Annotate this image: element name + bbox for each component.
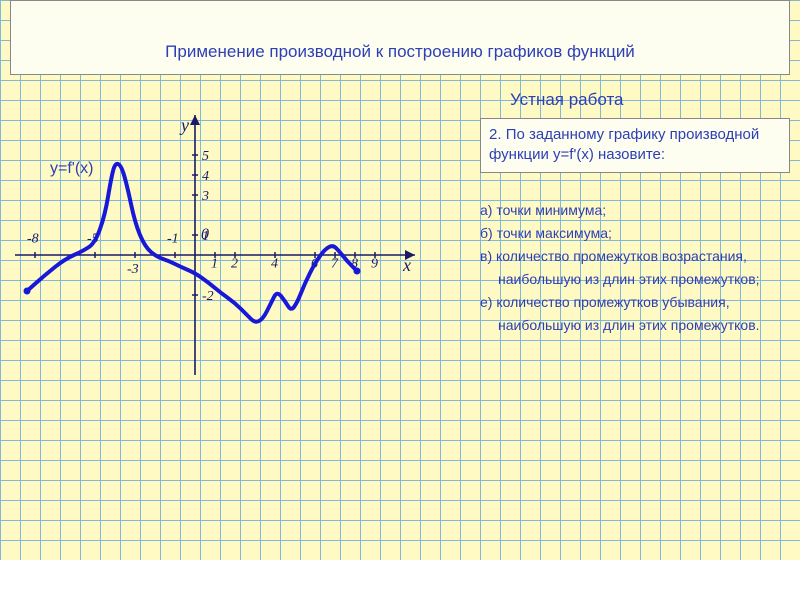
svg-text:-3: -3 [127, 262, 139, 277]
svg-text:x: x [402, 255, 411, 275]
oral-work-label: Устная работа [510, 90, 624, 110]
svg-text:4: 4 [271, 257, 278, 272]
question-text: По заданному графику производной функции… [489, 126, 759, 163]
question-panel: 2. По заданному графику производной функ… [480, 118, 790, 173]
svg-text:7: 7 [331, 257, 339, 272]
svg-text:5: 5 [202, 149, 209, 164]
svg-text:y: y [179, 115, 189, 135]
answer-item: б) точки максимума; [480, 223, 800, 244]
answer-item: е) количество промежутков убывания, [480, 292, 800, 313]
svg-text:2: 2 [231, 257, 238, 272]
svg-text:4: 4 [202, 169, 209, 184]
answer-item-continuation: наибольшую из длин этих промежутков; [480, 269, 800, 290]
svg-text:-2: -2 [202, 289, 214, 304]
answer-item-continuation: наибольшую из длин этих промежутков. [480, 315, 800, 336]
question-number: 2. [489, 126, 502, 143]
answer-item: а) точки минимума; [480, 200, 800, 221]
svg-text:1: 1 [211, 257, 218, 272]
slide-background: Применение производной к построению граф… [0, 0, 800, 560]
svg-text:3: 3 [201, 189, 209, 204]
answer-item: в) количество промежутков возрастания, [480, 246, 800, 267]
svg-text:1: 1 [202, 229, 209, 244]
svg-text:-8: -8 [27, 231, 39, 246]
svg-text:9: 9 [371, 257, 378, 272]
header-panel: Применение производной к построению граф… [10, 0, 790, 75]
answers-list: а) точки минимума;б) точки максимума;в) … [480, 200, 800, 338]
slide-title: Применение производной к построению граф… [165, 42, 635, 62]
svg-text:-1: -1 [167, 231, 179, 246]
derivative-chart: xy0-8-5-3-112467891345-2 [0, 80, 480, 460]
